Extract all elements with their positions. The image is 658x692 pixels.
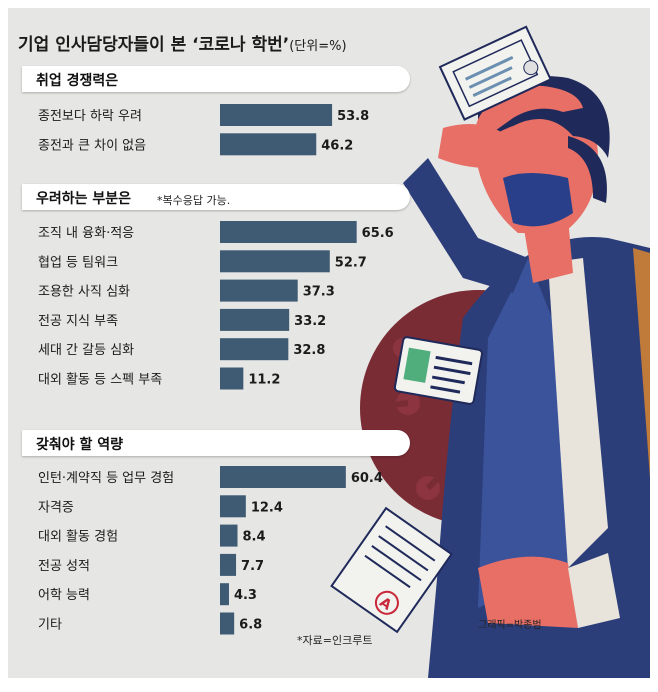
title-text: 기업 인사담당자들이 본 ‘코로나 학번’	[18, 35, 290, 55]
category-label: 협업 등 팀워크	[38, 255, 118, 270]
section-title: 취업 경쟁력은	[36, 73, 119, 89]
bar	[220, 338, 289, 361]
section-header-concerns: 우려하는 부분은	[22, 184, 410, 210]
category-label: 자격증	[38, 500, 74, 515]
section-header-competitiveness: 취업 경쟁력은	[22, 66, 410, 92]
bar-charts: 종전보다 하락 우려 53.8 종전과 큰 차이 없음 46.2 조직 내 융화·적응 6…	[38, 104, 394, 635]
bar	[220, 524, 238, 547]
section-title: 갖춰야 할 역량	[36, 437, 124, 453]
graphic-credit: 그래픽=박종범	[478, 620, 542, 631]
certificate-icon	[438, 25, 552, 121]
category-label: 전공 지식 부족	[38, 314, 118, 329]
source-note: *자료=인크루트	[297, 634, 373, 647]
value-label: 8.4	[243, 530, 266, 545]
value-label: 32.8	[293, 343, 325, 358]
bar	[220, 221, 357, 243]
value-label: 65.6	[362, 226, 394, 241]
unit-label: (단위=%)	[289, 39, 347, 54]
bar	[220, 250, 330, 273]
value-label: 11.2	[248, 373, 280, 388]
bar	[220, 367, 244, 390]
graded-paper-icon: A	[330, 506, 453, 634]
value-label: 46.2	[321, 138, 353, 153]
value-label: 53.8	[337, 109, 369, 124]
section-title: 우려하는 부분은	[36, 191, 132, 207]
value-label: 12.4	[251, 500, 283, 515]
category-label: 종전과 큰 차이 없음	[38, 138, 146, 153]
value-label: 33.2	[294, 314, 326, 329]
value-label: 4.3	[234, 588, 257, 603]
infographic-card: A 기업 인사담당자들이 본 ‘코로나 학번’(단위=%) 취업 경쟁력은 우려…	[8, 8, 650, 678]
category-label: 어학 능력	[38, 588, 90, 603]
category-label: 인턴·계약직 등 업무 경험	[38, 471, 174, 486]
section-header-required-skills: 갖춰야 할 역량	[22, 430, 410, 456]
category-label: 세대 간 갈등 심화	[38, 343, 134, 358]
category-label: 전공 성적	[38, 559, 90, 574]
category-label: 대외 활동 경험	[38, 530, 118, 545]
value-label: 52.7	[335, 255, 367, 270]
bar	[220, 308, 290, 331]
value-label: 60.4	[351, 471, 383, 486]
bar	[220, 279, 298, 302]
bar	[220, 553, 237, 576]
bar	[220, 466, 346, 488]
bar	[220, 612, 235, 635]
category-label: 조용한 사직 심화	[38, 285, 130, 300]
bar	[220, 583, 229, 606]
multiple-response-note: *복수응답 가능.	[157, 194, 231, 207]
chart-title: 기업 인사담당자들이 본 ‘코로나 학번’(단위=%)	[18, 30, 347, 55]
category-label: 기타	[38, 618, 62, 633]
id-card-icon	[393, 336, 483, 405]
bar	[220, 133, 317, 156]
category-label: 대외 활동 등 스펙 부족	[38, 373, 162, 388]
category-label: 종전보다 하락 우려	[38, 109, 142, 124]
value-label: 37.3	[303, 285, 335, 300]
worried-person-illustration: A	[330, 25, 650, 678]
value-label: 7.7	[241, 559, 264, 574]
bar	[220, 104, 333, 126]
value-label: 6.8	[239, 618, 262, 633]
bar	[220, 495, 246, 518]
category-label: 조직 내 융화·적응	[38, 226, 134, 241]
